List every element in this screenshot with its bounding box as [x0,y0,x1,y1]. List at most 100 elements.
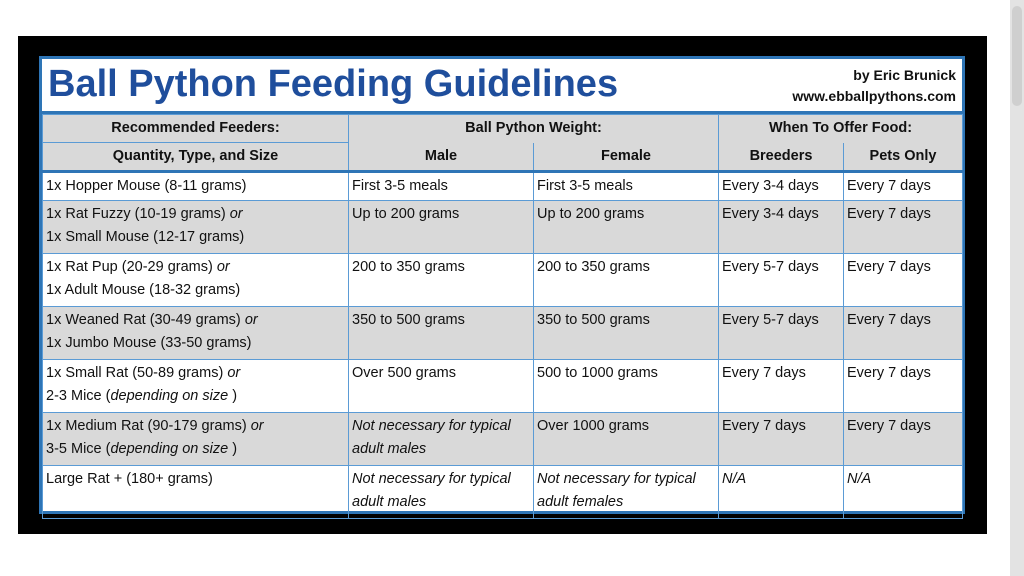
pets-cell: Every 7 days [843,200,963,254]
female-header: Female [533,142,719,173]
pets-cell-text: Every 7 days [847,206,931,222]
breeders-cell-text: Every 7 days [722,418,806,434]
table-row: 1x Weaned Rat (30-49 grams) or 1x Jumbo M… [42,306,963,360]
credit-block: by Eric Brunick www.ebballpythons.com [792,65,956,107]
table-row: Large Rat + (180+ grams) Not necessary f… [42,465,963,519]
female-cell-text: 200 to 350 grams [537,259,650,275]
male-cell-italic-text: Not necessary for typical adult males [352,418,511,457]
breeders-cell-text: Every 5-7 days [722,259,819,275]
feeder-or: or [229,206,243,222]
feeders-header-line1: Recommended Feeders: [42,114,349,143]
pets-cell: Every 7 days [843,171,963,201]
feeder-primary: 1x Hopper Mouse (8-11 grams) [46,178,247,194]
breeders-header: Breeders [718,142,844,173]
author-credit: by Eric Brunick [853,67,956,83]
breeders-cell-text: Every 5-7 days [722,312,819,328]
table-row: 1x Rat Pup (20-29 grams) or 1x Adult Mous… [42,253,963,307]
pets-header: Pets Only [843,142,963,173]
pets-cell: Every 7 days [843,253,963,307]
pets-cell: Every 7 days [843,359,963,413]
feeder-alternate: 1x Jumbo Mouse (33-50 grams) [46,335,252,351]
feeder-cell: 1x Medium Rat (90-179 grams) or 3-5 Mice … [42,412,349,466]
feeder-cell: 1x Hopper Mouse (8-11 grams) [42,171,349,201]
feeders-header-line2: Quantity, Type, and Size [42,142,349,173]
male-cell-text: Over 500 grams [352,365,456,381]
feeder-alternate-italic: depending on size [110,441,229,457]
female-cell-text: First 3-5 meals [537,178,633,194]
female-cell-text: Up to 200 grams [537,206,645,222]
male-cell: 350 to 500 grams [348,306,534,360]
table-row: 1x Medium Rat (90-179 grams) or 3-5 Mice … [42,412,963,466]
feeder-alternate: 1x Small Mouse (12-17 grams) [46,229,245,245]
male-cell: 200 to 350 grams [348,253,534,307]
table-row: 1x Small Rat (50-89 grams) or 2-3 Mice (d… [42,359,963,413]
feeder-alternate-end: ) [228,388,238,404]
feeder-alternate: 1x Adult Mouse (18-32 grams) [46,282,241,298]
male-cell: First 3-5 meals [348,171,534,201]
breeders-cell: Every 7 days [718,359,844,413]
feeder-line1: 1x Rat Pup (20-29 grams) or [46,256,345,279]
female-cell: 350 to 500 grams [533,306,719,360]
feeder-or: or [216,259,230,275]
feeder-line1: 1x Weaned Rat (30-49 grams) or [46,309,345,332]
feeder-alternate: 2-3 Mice ( [46,388,111,404]
feeder-line1: Large Rat + (180+ grams) [46,468,345,491]
pets-cell-text: Every 7 days [847,418,931,434]
feeding-guidelines-card: Ball Python Feeding Guidelines by Eric B… [39,56,965,519]
feeder-alternate-italic: depending on size [110,388,229,404]
page-title: Ball Python Feeding Guidelines [48,63,619,105]
feeder-alternate: 3-5 Mice ( [46,441,111,457]
feeder-line2: 2-3 Mice (depending on size ) [46,385,345,408]
breeders-cell: Every 3-4 days [718,200,844,254]
weight-group-header: Ball Python Weight: [348,114,719,143]
feeder-primary: 1x Medium Rat (90-179 grams) [46,418,247,434]
male-cell: Not necessary for typical adult males [348,412,534,466]
feeder-primary: 1x Rat Pup (20-29 grams) [46,259,213,275]
pets-cell-text: Every 7 days [847,312,931,328]
feeder-or: or [250,418,264,434]
breeders-cell: Every 3-4 days [718,171,844,201]
feeder-line2: 3-5 Mice (depending on size ) [46,438,345,461]
feeder-alternate-end: ) [228,441,238,457]
feeder-cell: 1x Weaned Rat (30-49 grams) or 1x Jumbo M… [42,306,349,360]
female-cell: Up to 200 grams [533,200,719,254]
female-cell: 500 to 1000 grams [533,359,719,413]
female-cell: First 3-5 meals [533,171,719,201]
feeder-cell: 1x Rat Pup (20-29 grams) or 1x Adult Mous… [42,253,349,307]
female-cell: Over 1000 grams [533,412,719,466]
pets-cell-italic-text: N/A [847,471,872,487]
feeder-line1: 1x Small Rat (50-89 grams) or [46,362,345,385]
breeders-cell-italic-text: N/A [722,471,747,487]
feeder-cell: 1x Rat Fuzzy (10-19 grams) or 1x Small Mo… [42,200,349,254]
breeders-cell-text: Every 3-4 days [722,178,819,194]
table-row: 1x Hopper Mouse (8-11 grams) First 3-5 m… [42,171,963,201]
breeders-cell: Every 7 days [718,412,844,466]
header-row-top: Recommended Feeders: Ball Python Weight:… [42,114,963,143]
page-scrollbar[interactable] [1010,0,1024,576]
breeders-cell: N/A [718,465,844,519]
feeder-primary: 1x Small Rat (50-89 grams) [46,365,224,381]
feeder-line2: 1x Adult Mouse (18-32 grams) [46,279,345,302]
female-cell-text: 350 to 500 grams [537,312,650,328]
feeder-line1: 1x Medium Rat (90-179 grams) or [46,415,345,438]
feeder-cell: 1x Small Rat (50-89 grams) or 2-3 Mice (d… [42,359,349,413]
breeders-cell: Every 5-7 days [718,253,844,307]
table-row: 1x Rat Fuzzy (10-19 grams) or 1x Small Mo… [42,200,963,254]
feeder-line1: 1x Rat Fuzzy (10-19 grams) or [46,203,345,226]
male-cell-italic-text: Not necessary for typical adult males [352,471,511,510]
male-header: Male [348,142,534,173]
female-cell-text: Over 1000 grams [537,418,650,434]
feeder-line2: 1x Small Mouse (12-17 grams) [46,226,345,249]
pets-cell: Every 7 days [843,306,963,360]
male-cell: Up to 200 grams [348,200,534,254]
male-cell-text: Up to 200 grams [352,206,460,222]
pets-cell-text: Every 7 days [847,365,931,381]
pets-cell-text: Every 7 days [847,259,931,275]
female-cell: Not necessary for typical adult females [533,465,719,519]
breeders-cell-text: Every 3-4 days [722,206,819,222]
breeders-cell: Every 5-7 days [718,306,844,360]
male-cell-text: First 3-5 meals [352,178,448,194]
feeder-cell: Large Rat + (180+ grams) [42,465,349,519]
scrollbar-thumb[interactable] [1012,6,1022,106]
feeder-line2: 1x Jumbo Mouse (33-50 grams) [46,332,345,355]
